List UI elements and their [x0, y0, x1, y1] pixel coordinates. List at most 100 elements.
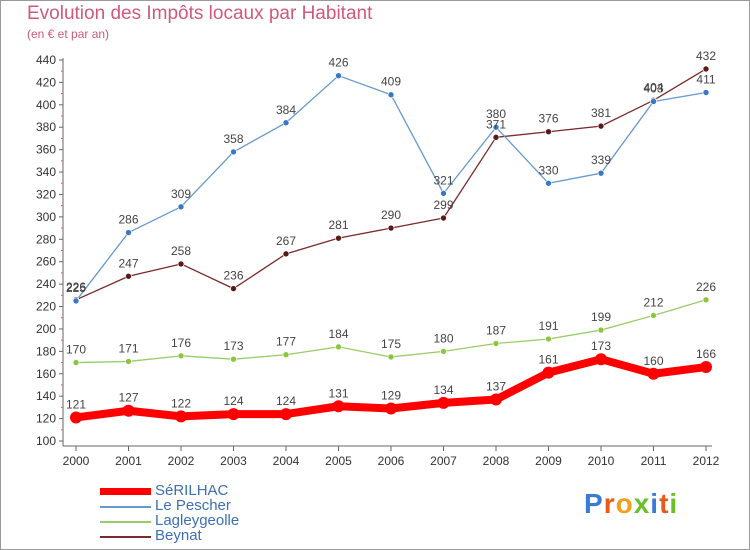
- data-point: [437, 396, 450, 409]
- y-tick-label: 380: [36, 120, 56, 134]
- x-tick-label: 2003: [220, 454, 247, 468]
- data-label: 124: [223, 394, 243, 408]
- x-tick-label: 2009: [535, 454, 562, 468]
- y-tick-label: 140: [36, 389, 56, 403]
- data-point: [545, 335, 552, 343]
- data-point: [702, 89, 710, 96]
- x-tick-label: 2001: [115, 454, 142, 468]
- data-label: 171: [118, 341, 138, 355]
- y-tick-label: 100: [36, 434, 56, 448]
- y-tick-label: 320: [36, 187, 56, 201]
- data-point: [282, 250, 290, 258]
- data-point: [280, 408, 292, 421]
- chart-subtitle: (en € et par an): [27, 27, 110, 41]
- data-label: 166: [696, 347, 716, 361]
- data-label: 184: [328, 327, 348, 341]
- data-label: 127: [118, 391, 138, 405]
- data-point: [125, 272, 132, 280]
- data-label: 371: [486, 117, 506, 131]
- data-label: 177: [276, 335, 296, 349]
- x-tick-label: 2012: [693, 454, 720, 468]
- legend-item-le-pescher: Le Pescher: [100, 497, 360, 514]
- data-point: [702, 65, 710, 73]
- data-point: [700, 361, 712, 374]
- data-point: [335, 72, 342, 79]
- data-label: 225: [66, 281, 86, 295]
- x-tick-label: 2006: [378, 454, 405, 468]
- data-label: 161: [538, 353, 558, 367]
- data-point: [125, 358, 132, 365]
- legend: SéRILHAC Le Pescher Lagleygeolle Beynat: [100, 482, 360, 544]
- y-tick-label: 120: [36, 412, 56, 426]
- y-tick-label: 200: [36, 322, 56, 336]
- data-label: 381: [591, 106, 611, 120]
- x-tick-label: 2002: [168, 454, 195, 468]
- data-point: [385, 402, 397, 415]
- data-point: [122, 404, 135, 417]
- data-label: 380: [486, 107, 506, 121]
- data-label: 404: [643, 80, 663, 94]
- data-point: [597, 326, 605, 334]
- data-point: [230, 285, 237, 292]
- data-label: 212: [643, 295, 663, 309]
- data-label: 286: [118, 213, 138, 227]
- data-point: [702, 296, 710, 304]
- y-tick-label: 180: [36, 344, 56, 358]
- data-label: 247: [118, 256, 138, 270]
- legend-item-serilhac: SéRILHAC: [100, 482, 360, 499]
- data-label: 411: [696, 72, 715, 86]
- data-label: 124: [276, 394, 296, 408]
- data-label: 358: [223, 132, 243, 146]
- y-tick-label: 280: [36, 232, 56, 246]
- data-point: [282, 119, 290, 127]
- data-point: [230, 355, 237, 363]
- data-point: [595, 353, 607, 366]
- data-point: [387, 91, 395, 99]
- data-point: [72, 359, 80, 366]
- data-label: 137: [486, 380, 506, 394]
- data-point: [227, 408, 240, 421]
- data-label: 309: [171, 187, 191, 201]
- data-label: 191: [538, 319, 558, 333]
- data-label: 122: [171, 396, 191, 410]
- data-label: 173: [591, 339, 611, 353]
- x-tick-label: 2007: [430, 454, 457, 468]
- data-label: 267: [276, 234, 296, 248]
- data-label: 175: [381, 337, 401, 351]
- legend-swatch-beynat: [100, 536, 151, 538]
- data-label: 258: [171, 244, 191, 258]
- data-point: [125, 229, 132, 236]
- legend-swatch-lagleygeolle: [100, 521, 151, 523]
- data-label: 160: [643, 354, 663, 368]
- data-label: 134: [433, 383, 453, 397]
- series-line-2: [75, 299, 707, 364]
- chart-title: Evolution des Impôts locaux par Habitant: [27, 3, 373, 24]
- y-tick-label: 160: [36, 367, 56, 381]
- legend-label-lagleygeolle: Lagleygeolle: [155, 512, 240, 529]
- data-point: [387, 224, 395, 232]
- data-label: 226: [696, 280, 716, 294]
- data-label: 339: [591, 153, 611, 167]
- x-tick-label: 2010: [588, 454, 615, 468]
- data-point: [545, 179, 552, 187]
- data-label: 131: [328, 386, 348, 400]
- data-label: 180: [433, 331, 453, 345]
- data-point: [650, 98, 657, 105]
- data-point: [335, 343, 342, 351]
- data-point: [490, 393, 502, 406]
- data-label: 121: [66, 397, 86, 411]
- data-label: 170: [66, 343, 86, 357]
- y-tick-label: 440: [36, 53, 56, 67]
- legend-label-serilhac: SéRILHAC: [155, 482, 229, 499]
- data-label: 409: [381, 75, 401, 89]
- legend-label-beynat: Beynat: [155, 527, 202, 544]
- data-label: 290: [381, 208, 401, 222]
- x-tick-label: 2005: [325, 454, 352, 468]
- data-label: 384: [276, 103, 296, 117]
- data-point: [545, 128, 552, 136]
- data-point: [177, 260, 185, 268]
- data-point: [440, 190, 447, 197]
- y-tick-label: 340: [36, 165, 56, 179]
- data-point: [440, 214, 447, 222]
